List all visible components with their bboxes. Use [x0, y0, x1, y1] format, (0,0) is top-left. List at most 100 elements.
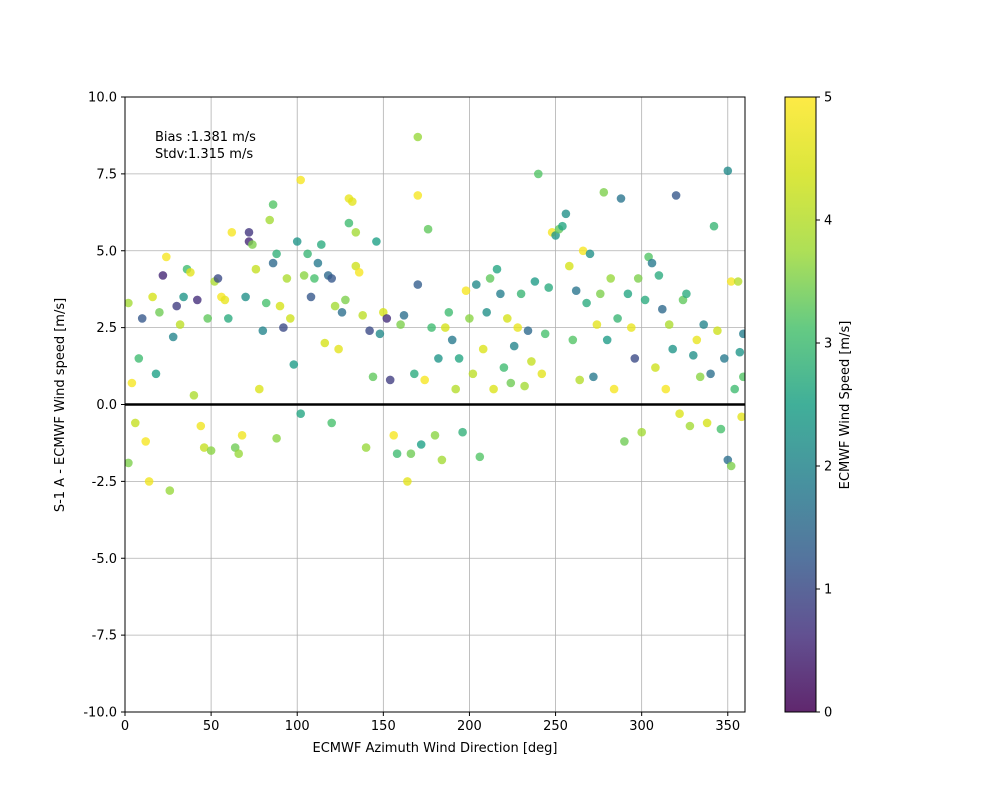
scatter-point — [427, 323, 436, 332]
scatter-point — [647, 258, 657, 268]
scatter-point — [739, 329, 745, 339]
scatter-point — [327, 274, 337, 283]
x-tick-label: 350 — [715, 719, 740, 734]
scatter-point — [203, 314, 212, 323]
y-axis-ticks: -10.0 -7.5 -5.0 -2.5 0.0 2.5 5.0 7.5 10.0 — [83, 91, 125, 721]
colorbar-frame — [784, 96, 817, 713]
scatter-point — [699, 320, 708, 329]
scatter-point — [606, 274, 615, 283]
scatter-point — [310, 274, 319, 283]
scatter-point — [165, 486, 175, 495]
scatter-point — [227, 228, 237, 237]
scatter-point — [668, 344, 677, 354]
scatter-point — [468, 369, 478, 379]
scatter-point — [723, 166, 733, 176]
scatter-point — [413, 191, 423, 200]
scatter-point — [589, 372, 598, 382]
scatter-point — [582, 298, 591, 308]
scatter-point — [613, 314, 622, 323]
scatter-point — [224, 314, 233, 323]
scatter-point — [317, 240, 326, 249]
scatter-point — [337, 308, 347, 317]
scatter-point — [523, 326, 533, 336]
scatter-point — [144, 477, 154, 486]
scatter-point — [544, 283, 553, 292]
scatter-point — [599, 188, 609, 197]
scatter-point — [420, 375, 430, 385]
y-tick-label: 10.0 — [88, 91, 117, 106]
scatter-point — [193, 295, 202, 305]
scatter-point — [430, 431, 440, 440]
scatter-point — [506, 378, 516, 388]
scatter-point — [375, 329, 385, 339]
scatter-point — [125, 458, 133, 468]
scatter-point — [127, 378, 137, 388]
scatter-point — [382, 314, 392, 323]
scatter-point — [258, 326, 268, 336]
scatter-point — [472, 280, 481, 289]
y-tick-label: 2.5 — [96, 321, 117, 336]
scatter-point — [441, 323, 450, 332]
scatter-point — [478, 344, 488, 354]
scatter-point — [682, 289, 691, 299]
scatter-point — [720, 354, 729, 363]
scatter-point — [689, 351, 698, 360]
scatter-point — [134, 354, 144, 363]
scatter-point — [423, 224, 433, 234]
scatter-point — [131, 418, 140, 428]
colorbar-tick-label: 1 — [824, 583, 832, 598]
scatter-point — [282, 274, 292, 283]
y-tick-label: -10.0 — [83, 706, 117, 721]
scatter-point — [155, 308, 164, 317]
scatter-point — [520, 381, 529, 391]
scatter-point — [162, 252, 171, 262]
colorbar: 0 1 2 3 4 5 ECMWF Wind Speed [m/s] — [784, 91, 853, 721]
scatter-point — [251, 264, 261, 274]
scatter-point — [213, 274, 223, 283]
scatter-point — [416, 440, 426, 449]
scatter-point — [303, 249, 312, 259]
scatter-point — [272, 434, 281, 443]
scatter-point — [344, 218, 354, 228]
scatter-point — [454, 354, 464, 363]
x-tick-label: 200 — [457, 719, 482, 734]
scatter-point — [702, 418, 712, 428]
scatter-point — [389, 431, 399, 440]
scatter-point — [313, 258, 323, 268]
scatter-point — [241, 292, 250, 302]
scatter-point — [735, 347, 745, 357]
colorbar-ticks: 0 1 2 3 4 5 — [816, 91, 832, 721]
scatter-point — [348, 197, 357, 206]
scatter-point — [175, 320, 185, 329]
scatter-point — [410, 369, 419, 379]
scatter-point — [196, 421, 206, 431]
scatter-point — [540, 329, 550, 339]
scatter-point — [413, 132, 423, 142]
scatter-point — [206, 446, 216, 455]
scatter-point — [726, 277, 736, 286]
scatter-point — [320, 338, 330, 348]
scatter-point — [444, 308, 454, 317]
colorbar-tick-label: 4 — [824, 214, 832, 229]
scatter-point — [372, 237, 381, 246]
scatter-point — [706, 369, 715, 379]
scatter-point — [602, 335, 612, 345]
scatter-point — [482, 308, 492, 317]
scatter-point — [168, 332, 178, 342]
colorbar-tick-label: 0 — [824, 706, 832, 721]
scatter-point — [571, 286, 581, 296]
scatter-point — [596, 289, 605, 299]
scatter-point — [368, 372, 378, 382]
scatter-point — [527, 357, 536, 366]
scatter-point — [354, 268, 364, 277]
scatter-point — [186, 268, 195, 277]
scatter-points — [125, 132, 745, 495]
scatter-point — [254, 384, 264, 394]
scatter-point — [575, 375, 584, 385]
scatter-point — [496, 289, 505, 299]
scatter-point — [148, 292, 157, 302]
scatter-point — [403, 477, 412, 486]
scatter-point — [558, 221, 567, 231]
scatter-point — [358, 311, 368, 320]
